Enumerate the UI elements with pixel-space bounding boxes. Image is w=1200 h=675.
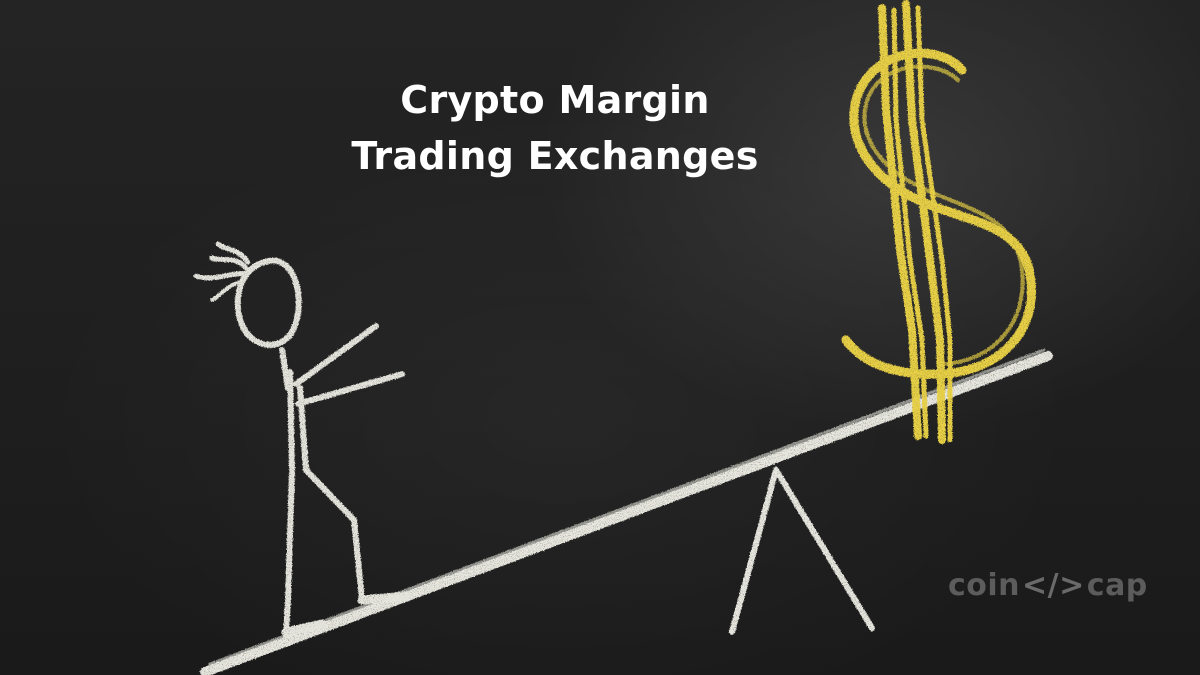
title-line-1: Crypto Margin — [400, 78, 710, 122]
figure-arm-lower — [295, 371, 405, 407]
dollar-sign — [841, 0, 1036, 444]
logo-text-coin: coin — [948, 568, 1021, 603]
dollar-s-curve — [841, 48, 1036, 379]
figure-hair-3 — [193, 271, 247, 281]
title-line-2: Trading Exchanges — [351, 134, 759, 178]
figure-head — [234, 257, 302, 348]
seesaw-plank-edge — [208, 348, 1046, 666]
seesaw-fulcrum-left — [729, 467, 779, 635]
seesaw — [200, 348, 1053, 675]
figure-hair-2 — [215, 241, 251, 265]
coincap-logo: coin</>cap — [948, 568, 1148, 603]
figure-foot-left — [281, 619, 327, 637]
figure-hair — [209, 255, 249, 271]
figure-neck — [279, 347, 291, 391]
figure-hair-4 — [210, 280, 242, 302]
logo-code-symbol: </> — [1022, 568, 1085, 603]
seesaw-fulcrum-right — [773, 467, 875, 631]
seesaw-plank — [200, 351, 1053, 675]
figure-body-right — [297, 385, 365, 603]
figure-foot-right — [357, 591, 411, 605]
logo-text-cap: cap — [1086, 568, 1148, 603]
dollar-s-curve-2 — [862, 64, 1025, 366]
figure-arm-upper — [293, 323, 379, 387]
figure-body-left — [283, 369, 295, 639]
page-title: Crypto Margin Trading Exchanges — [0, 72, 1110, 184]
stick-figure — [193, 241, 411, 639]
